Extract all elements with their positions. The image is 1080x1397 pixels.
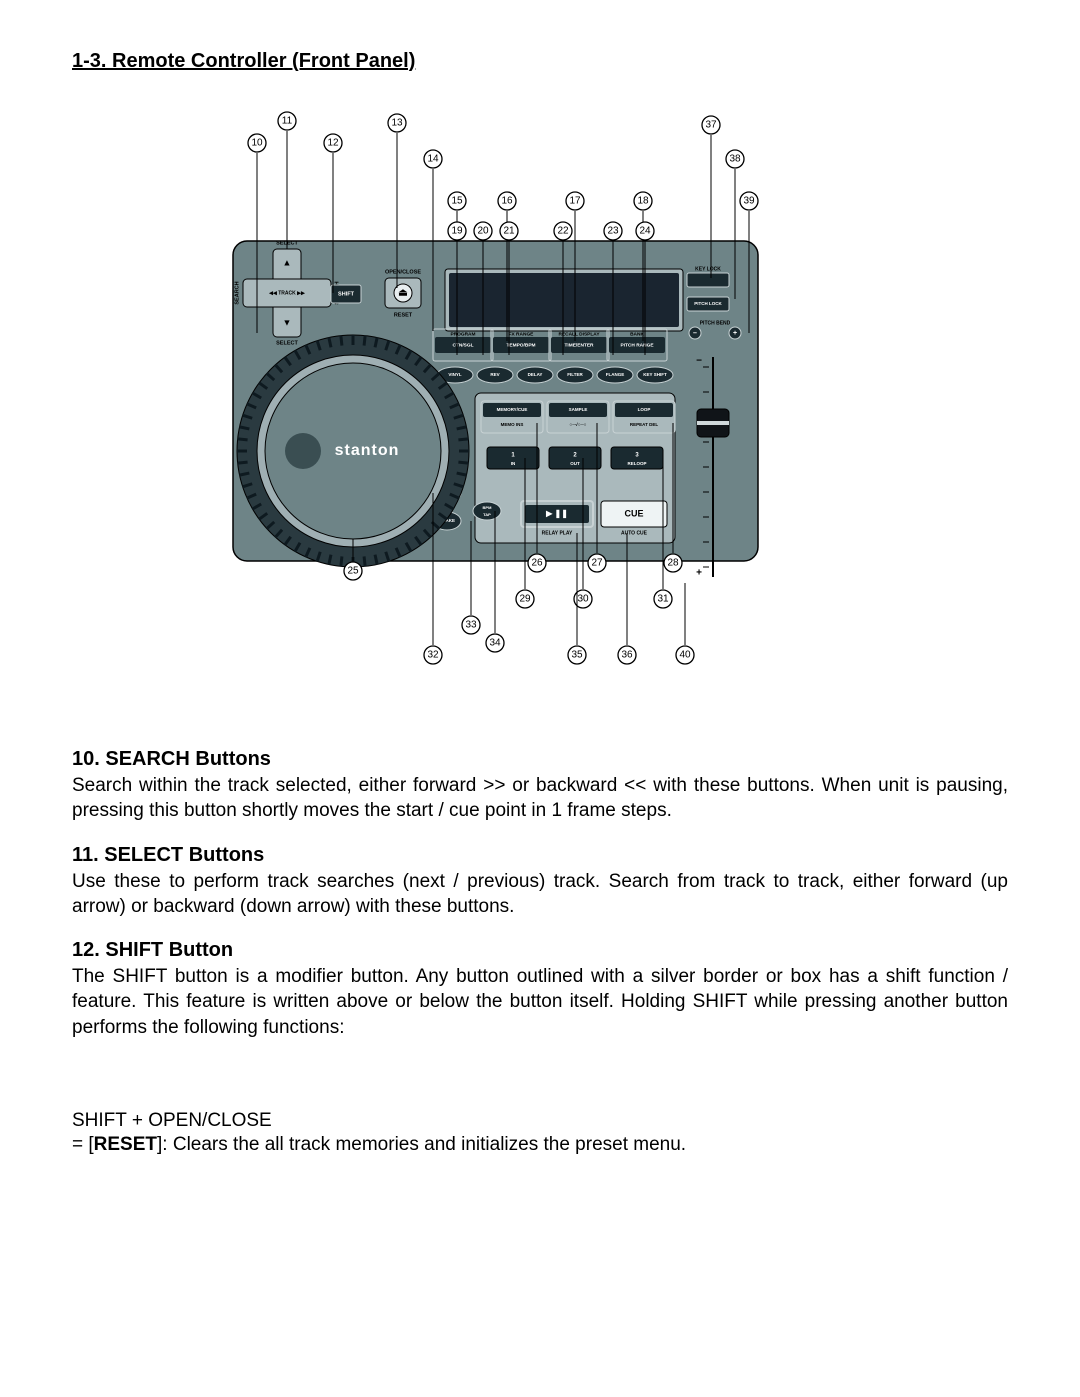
svg-text:RELAY PLAY: RELAY PLAY xyxy=(542,530,573,536)
svg-text:39: 39 xyxy=(743,196,755,207)
svg-text:PITCH RANGE: PITCH RANGE xyxy=(620,342,654,348)
svg-text:10: 10 xyxy=(251,138,263,149)
svg-text:17: 17 xyxy=(569,196,581,207)
svg-text:RESET: RESET xyxy=(394,312,413,318)
shift-combo-line: SHIFT + OPEN/CLOSE xyxy=(72,1110,1008,1132)
svg-text:AUTO CUE: AUTO CUE xyxy=(621,530,648,536)
svg-text:REV: REV xyxy=(490,372,499,377)
svg-text:SEARCH: SEARCH xyxy=(234,281,240,304)
section-2: 12. SHIFT ButtonThe SHIFT button is a mo… xyxy=(72,939,1008,1040)
shift-combo-eq: = [RESET]: Clears the all track memories… xyxy=(72,1134,1008,1156)
svg-text:stanton: stanton xyxy=(335,442,400,459)
svg-text:TAP: TAP xyxy=(483,512,491,517)
svg-text:REPEAT DEL: REPEAT DEL xyxy=(630,422,658,427)
svg-text:RECALL DISPLAY: RECALL DISPLAY xyxy=(558,331,600,337)
svg-text:34: 34 xyxy=(489,638,501,649)
svg-text:IN: IN xyxy=(511,461,516,466)
section-head: 11. SELECT Buttons xyxy=(72,844,1008,867)
svg-text:18: 18 xyxy=(637,196,649,207)
svg-text:⏏: ⏏ xyxy=(398,288,408,299)
svg-text:KEY SHIFT: KEY SHIFT xyxy=(643,372,667,377)
svg-text:SAMPLE: SAMPLE xyxy=(569,407,588,412)
svg-text:23: 23 xyxy=(607,226,619,237)
svg-text:19: 19 xyxy=(451,226,463,237)
svg-text:CUE: CUE xyxy=(624,508,643,518)
svg-text:FX RANGE: FX RANGE xyxy=(509,331,535,337)
svg-text:38: 38 xyxy=(729,154,741,165)
svg-text:DELAY: DELAY xyxy=(528,372,543,377)
svg-text:21: 21 xyxy=(503,226,515,237)
svg-text:33: 33 xyxy=(465,620,477,631)
svg-text:36: 36 xyxy=(621,650,633,661)
svg-text:MEMORY/CUE: MEMORY/CUE xyxy=(497,407,528,412)
svg-text:20: 20 xyxy=(477,226,489,237)
svg-text:37: 37 xyxy=(705,120,717,131)
svg-text:+: + xyxy=(696,568,702,579)
svg-text:16: 16 xyxy=(501,196,513,207)
page-title: 1-3. Remote Controller (Front Panel) xyxy=(72,50,1008,73)
svg-text:40: 40 xyxy=(679,650,691,661)
controller-diagram: ▲▼◀◀ TRACK ▶▶SELECTSELECTSEARCHSEARCHSHI… xyxy=(225,103,855,688)
svg-text:15: 15 xyxy=(451,196,463,207)
svg-text:▶ ❚❚: ▶ ❚❚ xyxy=(545,509,568,519)
section-head: 12. SHIFT Button xyxy=(72,939,1008,962)
svg-text:−: − xyxy=(696,356,702,367)
section-0: 10. SEARCH ButtonsSearch within the trac… xyxy=(72,748,1008,824)
svg-text:TEMPO/BPM: TEMPO/BPM xyxy=(506,342,535,348)
svg-text:28: 28 xyxy=(667,558,679,569)
svg-text:24: 24 xyxy=(639,226,651,237)
svg-text:11: 11 xyxy=(282,116,293,127)
svg-text:OPEN/CLOSE: OPEN/CLOSE xyxy=(385,269,421,275)
svg-text:FLANGE: FLANGE xyxy=(606,372,625,377)
svg-text:○─√○─○: ○─√○─○ xyxy=(569,422,586,427)
svg-text:▼: ▼ xyxy=(283,317,292,327)
svg-text:12: 12 xyxy=(327,138,339,149)
svg-text:SHIFT: SHIFT xyxy=(338,291,355,297)
svg-text:SELECT: SELECT xyxy=(276,340,298,346)
section-1: 11. SELECT ButtonsUse these to perform t… xyxy=(72,844,1008,920)
svg-text:RELOOP: RELOOP xyxy=(627,461,646,466)
section-body: Search within the track selected, either… xyxy=(72,773,1008,824)
section-body: The SHIFT button is a modifier button. A… xyxy=(72,964,1008,1040)
svg-text:PROGRAM: PROGRAM xyxy=(450,331,475,337)
svg-text:27: 27 xyxy=(591,558,603,569)
svg-text:FILTER: FILTER xyxy=(567,372,583,377)
svg-text:OUT: OUT xyxy=(570,461,580,466)
svg-text:–: – xyxy=(693,330,697,337)
svg-text:CTN/SGL: CTN/SGL xyxy=(452,342,473,348)
svg-text:PITCH LOCK: PITCH LOCK xyxy=(694,301,722,306)
svg-text:22: 22 xyxy=(557,226,569,237)
svg-text:30: 30 xyxy=(577,594,589,605)
svg-text:32: 32 xyxy=(427,650,439,661)
section-body: Use these to perform track searches (nex… xyxy=(72,869,1008,920)
svg-text:14: 14 xyxy=(427,154,439,165)
svg-text:26: 26 xyxy=(531,558,543,569)
svg-text:13: 13 xyxy=(391,118,403,129)
svg-text:MEMO INS: MEMO INS xyxy=(501,422,524,427)
svg-text:35: 35 xyxy=(571,650,583,661)
svg-text:▲: ▲ xyxy=(283,257,292,267)
svg-text:+: + xyxy=(733,330,737,337)
svg-text:PITCH BEND: PITCH BEND xyxy=(700,320,731,326)
svg-text:31: 31 xyxy=(657,594,669,605)
svg-text:29: 29 xyxy=(519,594,531,605)
svg-text:BANK: BANK xyxy=(630,331,644,337)
svg-text:BPM: BPM xyxy=(483,505,493,510)
svg-text:VINYL: VINYL xyxy=(448,372,462,377)
svg-text:LOOP: LOOP xyxy=(638,407,651,412)
svg-text:25: 25 xyxy=(347,566,359,577)
svg-text:TIME/ENTER: TIME/ENTER xyxy=(564,342,594,348)
svg-text:KEY LOCK: KEY LOCK xyxy=(695,266,721,272)
section-head: 10. SEARCH Buttons xyxy=(72,748,1008,771)
svg-text:◀◀ TRACK ▶▶: ◀◀ TRACK ▶▶ xyxy=(268,290,306,296)
